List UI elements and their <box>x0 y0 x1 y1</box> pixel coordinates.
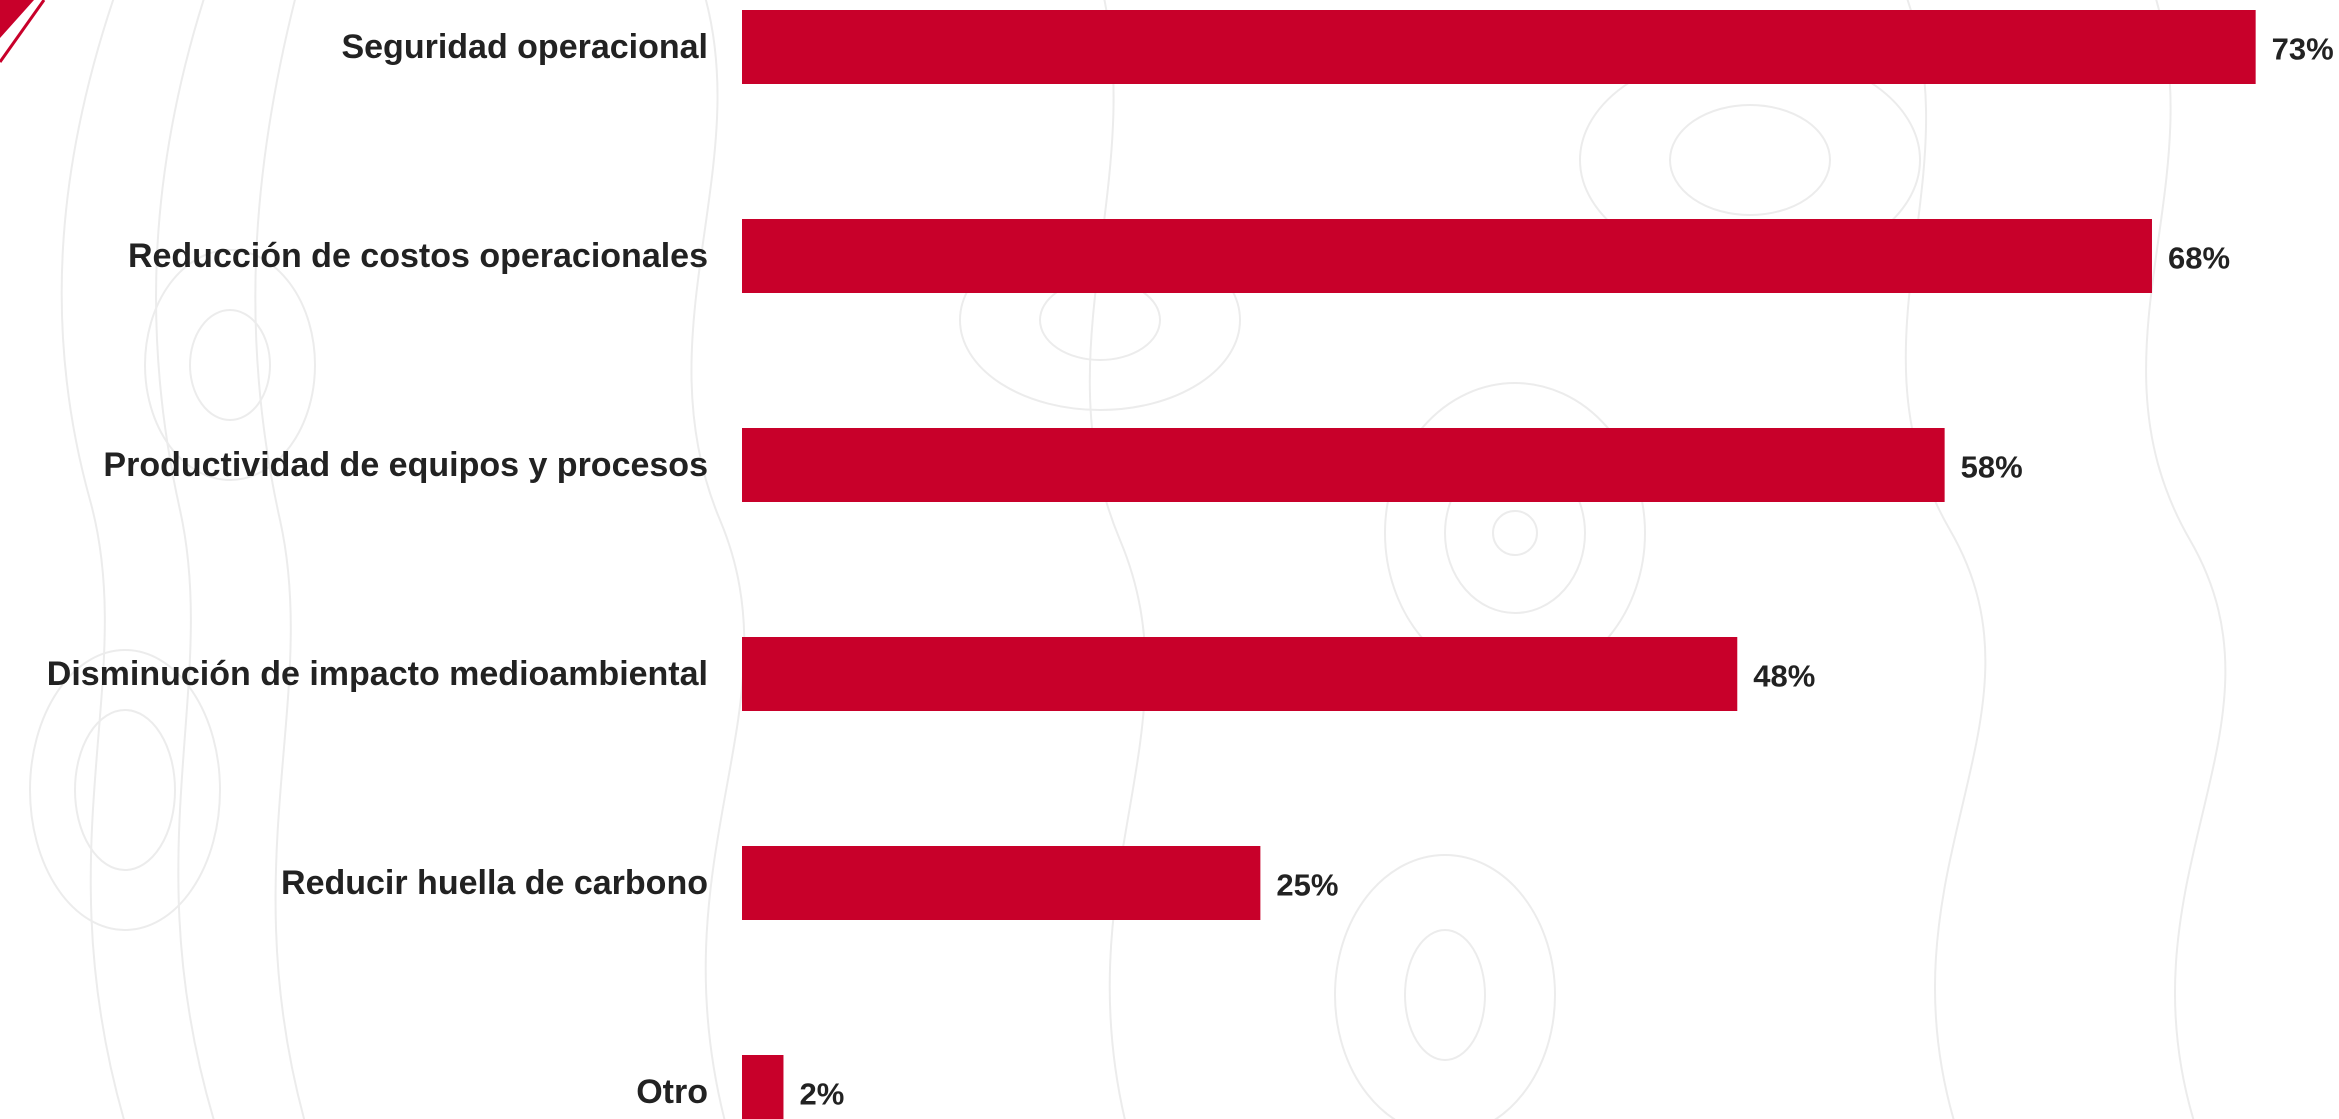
bar <box>742 10 2256 84</box>
bar <box>742 637 1738 711</box>
value-label: 68% <box>2168 241 2230 276</box>
bar <box>742 219 2152 293</box>
category-label: Reducir huella de carbono <box>281 864 708 902</box>
category-label: Seguridad operacional <box>341 28 708 66</box>
category-label: Otro <box>636 1073 708 1111</box>
bar <box>742 428 1945 502</box>
value-label: 48% <box>1753 659 1815 694</box>
category-label: Disminución de impacto medioambiental <box>47 655 708 693</box>
bar <box>742 1055 784 1119</box>
corner-accent-stripes <box>0 0 46 63</box>
bar <box>742 846 1261 920</box>
value-label: 58% <box>1961 450 2023 485</box>
category-label: Reducción de costos operacionales <box>128 237 708 275</box>
category-label: Productividad de equipos y procesos <box>103 446 708 484</box>
value-label: 73% <box>2272 32 2334 67</box>
value-label: 25% <box>1276 868 1338 903</box>
topographic-background-pattern <box>29 0 2227 1119</box>
value-label: 2% <box>799 1077 844 1112</box>
